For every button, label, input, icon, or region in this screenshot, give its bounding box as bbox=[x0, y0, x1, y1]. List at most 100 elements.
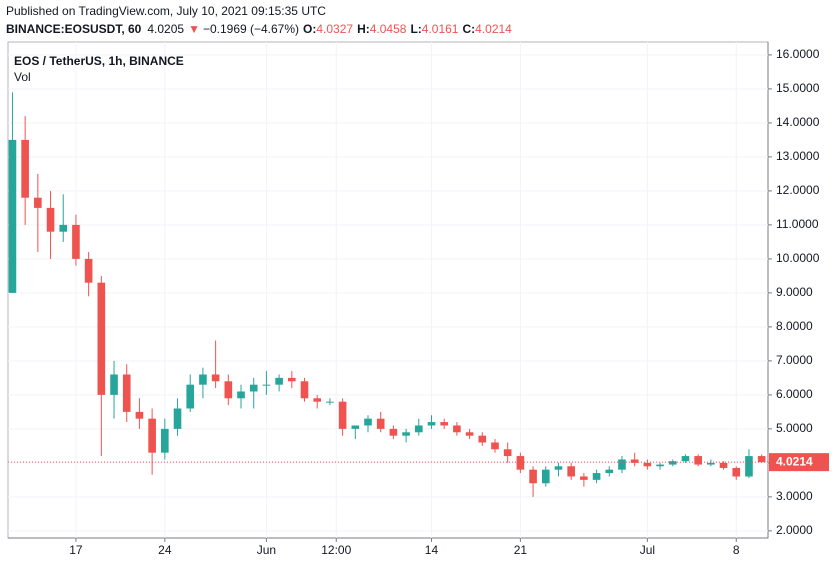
candle-body bbox=[249, 384, 258, 392]
plot-frame bbox=[7, 41, 769, 539]
candle-body bbox=[224, 381, 233, 399]
y-tick-label: 11.0000 bbox=[776, 217, 819, 231]
symbol-line: BINANCE:EOSUSDT, 60 4.0205 ▼ −0.1969 (−4.67… bbox=[6, 22, 512, 36]
candle-body bbox=[326, 401, 334, 403]
candle-body bbox=[580, 476, 588, 480]
x-tick-label: 21 bbox=[514, 543, 528, 557]
candle-body bbox=[173, 408, 182, 429]
x-tick-label: 8 bbox=[733, 543, 740, 557]
x-tick-label: 24 bbox=[158, 543, 172, 557]
x-tick-label: Jun bbox=[257, 543, 276, 557]
candle-body bbox=[707, 462, 715, 465]
candle-body bbox=[84, 258, 93, 283]
y-tick-label: 15.0000 bbox=[776, 81, 820, 95]
candle-body bbox=[21, 139, 29, 198]
candle-body bbox=[427, 422, 436, 426]
candle-body bbox=[656, 464, 664, 467]
candle-body bbox=[516, 456, 525, 470]
c: 4.0214 bbox=[475, 22, 512, 36]
o-label: O: bbox=[303, 22, 316, 36]
candle-body bbox=[465, 432, 474, 436]
candle-body bbox=[567, 466, 575, 477]
symbol: BINANCE:EOSUSDT, 60 bbox=[6, 22, 142, 36]
candle-body bbox=[618, 459, 626, 470]
candle-body bbox=[59, 224, 68, 232]
x-tick-label: 14 bbox=[425, 543, 439, 557]
candle-body bbox=[694, 456, 702, 465]
candle-body bbox=[414, 425, 423, 433]
candle-body bbox=[389, 428, 398, 436]
y-tick-label: 14.0000 bbox=[776, 115, 820, 129]
y-tick-label: 8.0000 bbox=[776, 319, 813, 333]
candle-body bbox=[745, 456, 753, 477]
y-tick-label: 7.0000 bbox=[776, 353, 813, 367]
o: 4.0327 bbox=[316, 22, 353, 36]
candle-body bbox=[668, 461, 677, 465]
l: 4.0161 bbox=[422, 22, 459, 36]
candle-body bbox=[351, 425, 360, 429]
h-label: H: bbox=[357, 22, 370, 36]
candle-body bbox=[402, 432, 410, 436]
x-tick-label: 17 bbox=[69, 543, 83, 557]
y-tick-label: 16.0000 bbox=[776, 47, 820, 61]
candle-body bbox=[262, 384, 271, 386]
candle-body bbox=[338, 401, 347, 429]
published: Published on TradingView.com, July 10, 2… bbox=[6, 4, 326, 18]
candle-body bbox=[46, 207, 55, 232]
l-label: L: bbox=[410, 22, 421, 36]
candle-body bbox=[503, 449, 512, 457]
candle-body bbox=[275, 377, 283, 385]
candle-body bbox=[453, 425, 461, 433]
candle-body bbox=[630, 459, 639, 463]
candle-body bbox=[376, 418, 385, 429]
candle-body bbox=[97, 282, 106, 395]
candle-body bbox=[757, 456, 766, 463]
candle-body bbox=[313, 398, 322, 402]
candle-body bbox=[211, 374, 220, 382]
candle-body bbox=[186, 384, 195, 409]
candle-body bbox=[719, 462, 728, 468]
candle-body bbox=[148, 418, 156, 453]
y-tick-label: 3.0000 bbox=[776, 489, 813, 503]
legend-vol: Vol bbox=[14, 70, 31, 84]
candle-body bbox=[199, 374, 207, 385]
y-tick-label: 12.0000 bbox=[776, 183, 820, 197]
y-tick-label: 9.0000 bbox=[776, 285, 813, 299]
candle-body bbox=[300, 381, 309, 399]
arrow: ▼ bbox=[188, 22, 200, 36]
candle-body bbox=[288, 377, 296, 382]
y-tick-label: 6.0000 bbox=[776, 387, 813, 401]
y-tick-label: 2.0000 bbox=[776, 523, 813, 537]
candle-body bbox=[364, 418, 372, 426]
candle-body bbox=[440, 422, 448, 426]
legend-title: EOS / TetherUS, 1h, BINANCE bbox=[14, 54, 184, 68]
x-tick-label: Jul bbox=[640, 543, 655, 557]
candle-body bbox=[8, 139, 17, 293]
candle-body bbox=[122, 374, 131, 412]
candle-body bbox=[605, 469, 614, 474]
candle-body bbox=[554, 466, 563, 470]
c-label: C: bbox=[462, 22, 475, 36]
y-tick-label: 10.0000 bbox=[776, 251, 820, 265]
candle-body bbox=[541, 469, 550, 484]
h: 4.0458 bbox=[370, 22, 407, 36]
candle-body bbox=[237, 391, 245, 399]
candle-body bbox=[478, 435, 487, 443]
last: 4.0205 bbox=[147, 22, 184, 36]
candle-body bbox=[529, 469, 537, 484]
candle-body bbox=[592, 473, 601, 480]
x-tick-label: 12:00 bbox=[321, 543, 351, 557]
y-tick-label: 13.0000 bbox=[776, 149, 820, 163]
candle-body bbox=[72, 224, 80, 259]
candle-body bbox=[732, 467, 741, 477]
candle-body bbox=[110, 374, 118, 395]
candle-body bbox=[34, 197, 42, 208]
candle-body bbox=[491, 442, 499, 450]
last-price-box bbox=[769, 453, 829, 472]
candle-body bbox=[643, 462, 652, 467]
candle-body bbox=[135, 411, 144, 419]
candle-body bbox=[681, 456, 690, 462]
y-tick-label: 5.0000 bbox=[776, 421, 813, 435]
candle-body bbox=[161, 428, 169, 453]
